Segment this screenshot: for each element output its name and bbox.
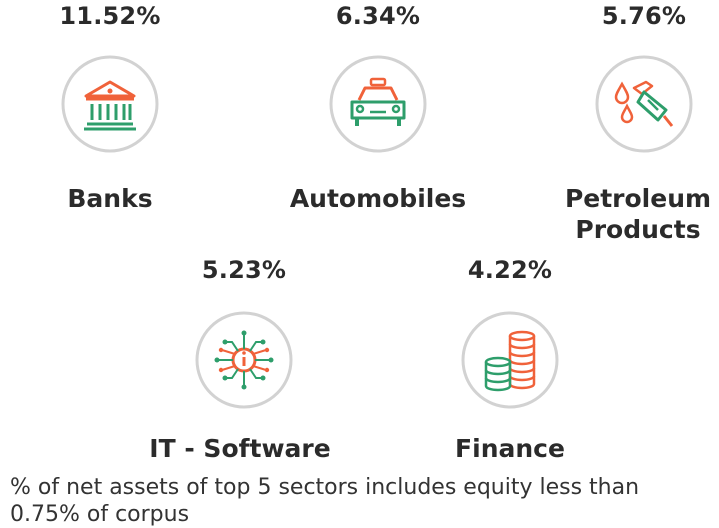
sector-it-software: 5.23% bbox=[144, 256, 344, 463]
sector-banks: 11.52% Banks bbox=[10, 2, 210, 213]
car-icon bbox=[328, 54, 428, 154]
sector-automobiles: 6.34% Automobiles bbox=[278, 2, 478, 213]
sector-percent: 11.52% bbox=[59, 2, 161, 30]
sector-percent: 6.34% bbox=[335, 2, 421, 30]
sector-percent: 4.22% bbox=[467, 256, 553, 284]
sector-petroleum-products: 5.76% Petroleum Products bbox=[544, 2, 719, 244]
sector-name-line1: Petroleum bbox=[564, 184, 712, 213]
sector-name: Finance bbox=[455, 434, 565, 463]
chip-icon bbox=[194, 310, 294, 410]
sector-finance: 4.22% Finance bbox=[410, 256, 610, 463]
sector-name: Automobiles bbox=[289, 184, 467, 213]
sector-name: IT - Software bbox=[149, 434, 331, 463]
footnote: % of net assets of top 5 sectors include… bbox=[10, 475, 640, 527]
sector-name-line2: Products bbox=[575, 215, 701, 244]
coin-stacks-icon bbox=[460, 310, 560, 410]
bank-icon bbox=[60, 54, 160, 154]
sector-percent: 5.76% bbox=[601, 2, 687, 30]
fuel-nozzle-icon bbox=[594, 54, 694, 154]
sector-percent: 5.23% bbox=[201, 256, 287, 284]
sector-name: Banks bbox=[67, 184, 153, 213]
